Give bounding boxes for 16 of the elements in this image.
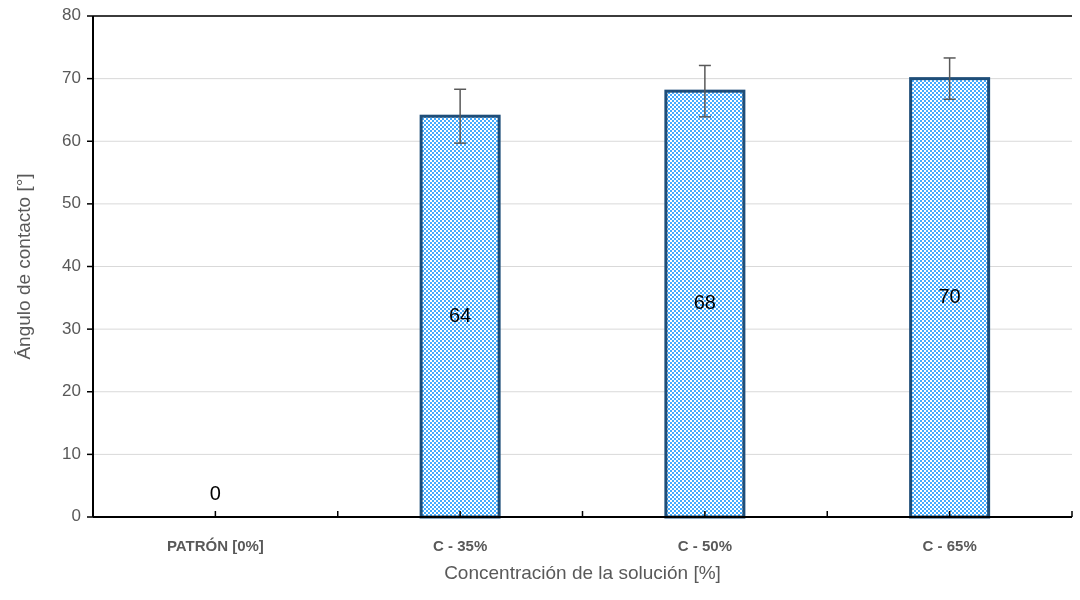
y-tick-label: 10 <box>62 443 81 463</box>
y-tick-label: 80 <box>62 5 81 25</box>
x-tick-label: PATRÓN [0%] <box>166 536 264 554</box>
y-tick-label: 60 <box>62 130 81 150</box>
y-tick-label: 50 <box>62 193 81 213</box>
y-tick-label: 20 <box>62 381 81 401</box>
y-axis-title: Ángulo de contacto [°] <box>13 173 35 360</box>
x-tick-label: C - 50% <box>677 536 732 554</box>
x-axis-title: Concentración de la solución [%] <box>444 562 721 584</box>
x-tick-label: C - 35% <box>433 536 488 554</box>
y-tick-label: 30 <box>62 318 81 338</box>
x-tick-label: C - 65% <box>922 536 977 554</box>
y-tick-label: 0 <box>71 506 81 526</box>
data-label: 0 <box>209 482 221 505</box>
y-tick-label: 40 <box>62 255 81 275</box>
y-tick-label: 70 <box>62 68 81 88</box>
